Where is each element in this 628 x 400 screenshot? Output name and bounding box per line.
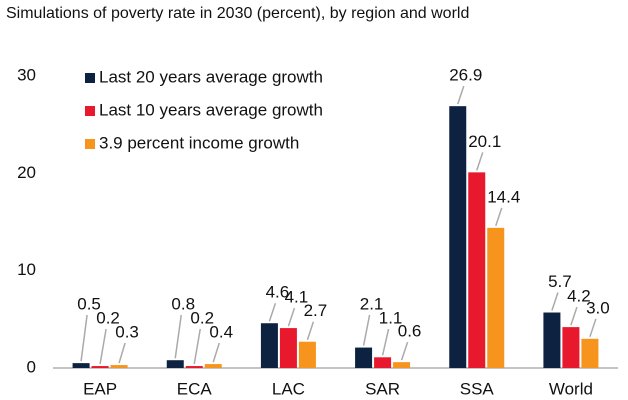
y-tick-label: 10 — [17, 260, 36, 279]
data-label: 0.8 — [171, 294, 195, 313]
legend-swatch — [85, 106, 95, 116]
leader-line — [80, 314, 88, 362]
bar — [355, 347, 373, 368]
x-tick-label: SAR — [365, 379, 400, 398]
bar — [449, 106, 467, 368]
bar — [487, 227, 505, 368]
legend-label: Last 10 years average growth — [99, 100, 323, 119]
bar — [110, 365, 128, 368]
data-label: 5.7 — [548, 272, 572, 291]
leader-line — [495, 207, 503, 227]
data-label: 0.5 — [77, 294, 101, 313]
bar — [91, 366, 109, 368]
leader-line — [287, 307, 296, 327]
x-tick-label: SSA — [460, 379, 495, 398]
bar — [374, 357, 392, 368]
data-label: 2.1 — [360, 294, 384, 313]
legend-label: 3.9 percent income growth — [99, 133, 299, 152]
leader-line — [551, 292, 559, 311]
leader-line — [174, 314, 182, 359]
bar — [260, 323, 278, 368]
y-tick-label: 30 — [17, 65, 36, 84]
x-tick-label: LAC — [272, 379, 305, 398]
y-tick-label: 0 — [27, 357, 36, 376]
leader-line — [381, 328, 390, 356]
leader-line — [306, 321, 315, 340]
data-label: 14.4 — [487, 187, 520, 206]
data-label: 0.4 — [209, 322, 233, 341]
data-label: 4.6 — [266, 283, 290, 302]
leader-line — [400, 341, 409, 361]
leader-line — [268, 302, 277, 322]
data-label: 0.3 — [115, 322, 139, 341]
bar — [298, 341, 316, 368]
bar — [562, 327, 580, 368]
data-label: 1.1 — [379, 308, 403, 327]
leader-line — [476, 152, 484, 171]
leader-line — [589, 318, 597, 338]
leader-line — [570, 306, 578, 326]
leader-line — [193, 328, 201, 365]
data-label: 0.2 — [96, 308, 120, 327]
data-label: 4.2 — [567, 287, 591, 306]
x-tick-label: EAP — [83, 379, 117, 398]
x-tick-label: ECA — [177, 379, 213, 398]
legend-swatch — [85, 139, 95, 149]
leader-line — [212, 342, 220, 363]
data-label: 26.9 — [449, 66, 482, 85]
data-label: 4.1 — [285, 288, 309, 307]
chart-title: Simulations of poverty rate in 2030 (per… — [6, 5, 469, 22]
bar — [581, 338, 599, 368]
bar — [185, 366, 203, 368]
leader-line — [99, 328, 107, 365]
leader-line — [118, 342, 126, 364]
bar — [393, 362, 411, 368]
data-label: 3.0 — [586, 298, 610, 317]
data-label: 2.7 — [304, 301, 328, 320]
legend-label: Last 20 years average growth — [99, 67, 323, 86]
bar — [543, 312, 561, 368]
leader-line — [457, 85, 465, 105]
bar — [166, 360, 184, 368]
x-tick-label: World — [549, 379, 593, 398]
legend-swatch — [85, 73, 95, 83]
y-tick-label: 20 — [17, 163, 36, 182]
data-label: 20.1 — [468, 132, 501, 151]
bar — [204, 364, 222, 368]
data-label: 0.2 — [190, 308, 214, 327]
bar — [468, 172, 486, 368]
leader-line — [362, 314, 371, 346]
data-label: 0.6 — [398, 322, 422, 341]
bar — [72, 363, 90, 368]
bar — [279, 328, 297, 368]
